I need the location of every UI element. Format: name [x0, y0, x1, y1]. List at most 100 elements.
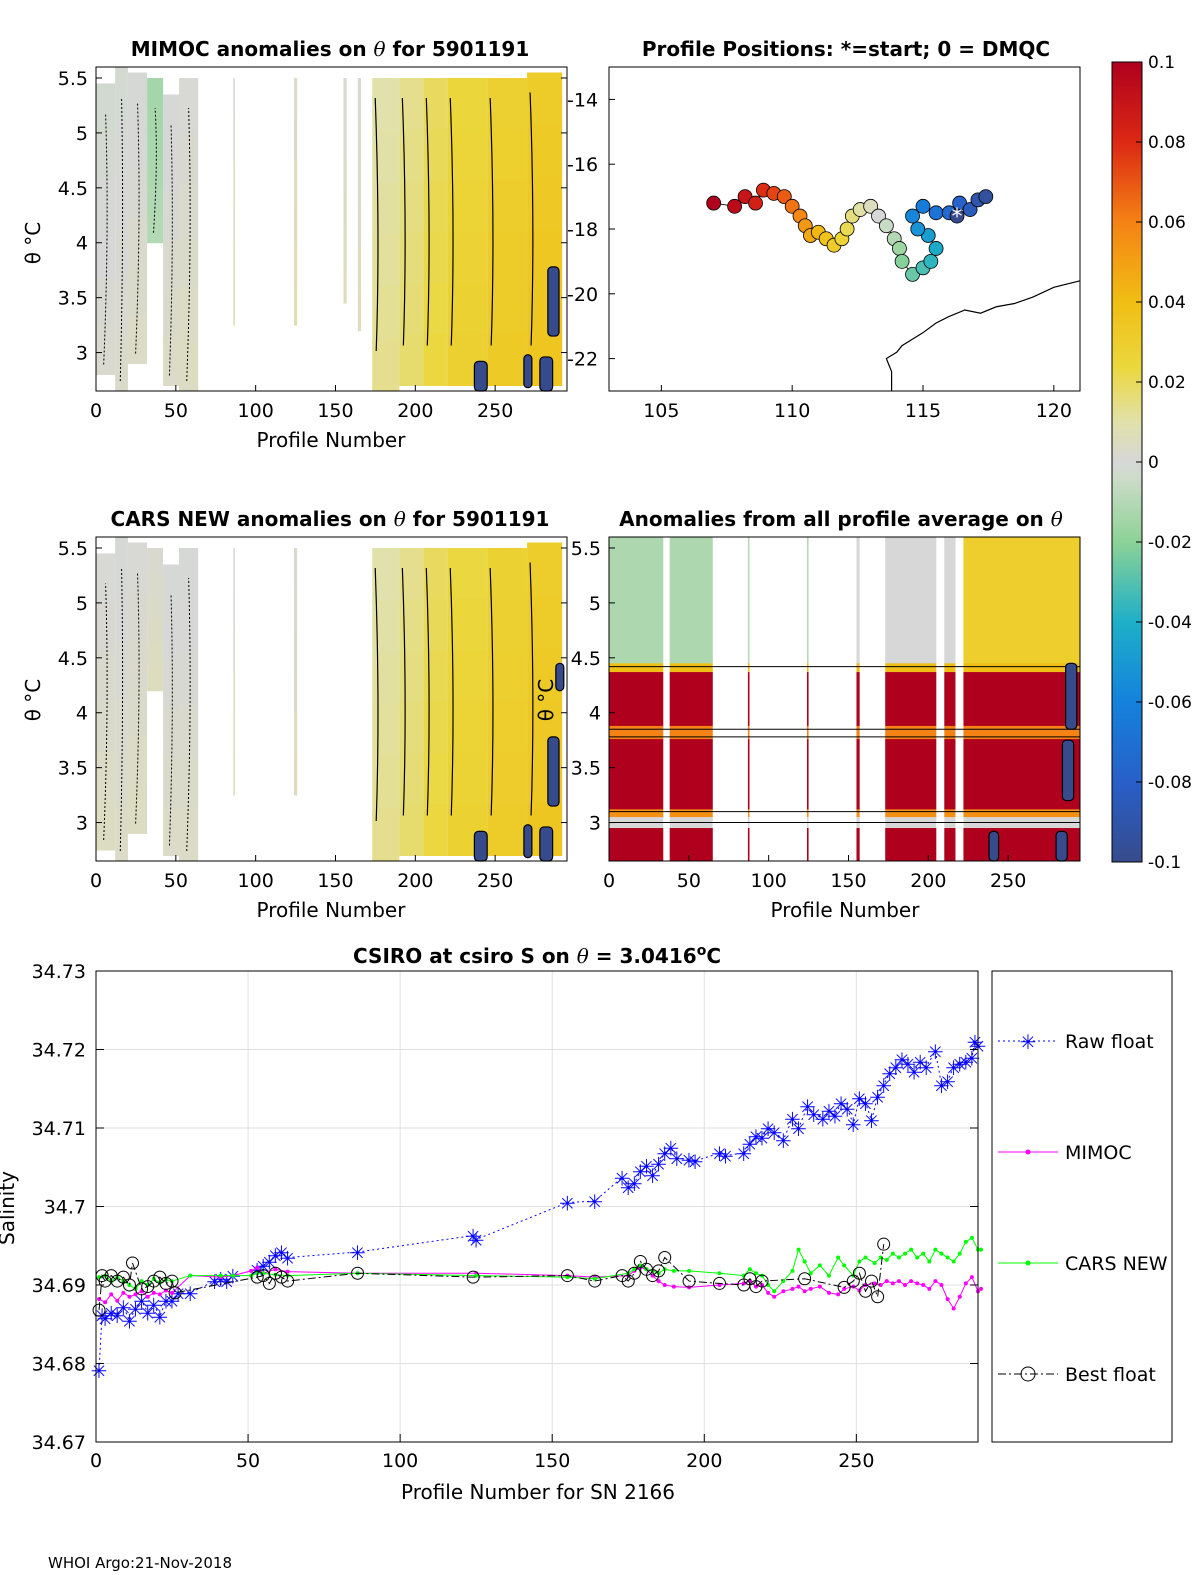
raw-float-point: ✳: [833, 1092, 850, 1116]
series-point: [951, 1259, 956, 1264]
anomaly-cell: [806, 725, 809, 740]
anomaly-cell: [96, 277, 116, 327]
raw-float-point: ✳: [839, 1097, 856, 1121]
best-float-point: [351, 1266, 365, 1280]
series-point: [717, 1271, 722, 1276]
anomaly-cell: [372, 182, 400, 235]
negative-anomaly-patch: [555, 662, 565, 692]
anomaly-cell: [115, 67, 128, 122]
best-float-point: [837, 1280, 851, 1294]
anomaly-cell: [233, 77, 235, 120]
anomaly-cell: [487, 180, 528, 233]
anomaly-cell: [357, 120, 362, 163]
series-point: [915, 1255, 920, 1260]
anomaly-cell: [179, 756, 199, 810]
anomaly-cell: [179, 652, 199, 705]
series-point: [753, 1271, 758, 1276]
anomaly-cell: [487, 804, 528, 857]
anomaly-cell: [163, 758, 180, 808]
anomaly-cell: [885, 537, 937, 664]
raw-float-point: ✳: [127, 1298, 144, 1322]
profile-position-marker: [748, 195, 763, 211]
anomaly-cell: [293, 283, 298, 326]
series-point: [903, 1283, 908, 1287]
anomaly-cell: [179, 77, 199, 131]
anomaly-cell: [856, 672, 860, 727]
colorbar-tick-label: -0.08: [1148, 773, 1192, 793]
anomaly-cell: [609, 672, 664, 727]
best-float-point: [627, 1266, 641, 1280]
series-line: [98, 1244, 885, 1311]
series-point: [802, 1259, 807, 1264]
anomaly-cell: [944, 663, 956, 673]
profile-positions-panel: Profile Positions: *=start; 0 = DMQC * 1…: [567, 37, 1081, 422]
series-point: [872, 1261, 877, 1266]
series-point: [969, 1235, 974, 1240]
raw-float-point: ✳: [775, 1129, 792, 1153]
series-point: [796, 1284, 801, 1289]
contour-line: [374, 567, 379, 822]
series-point: [863, 1255, 868, 1260]
anomaly-cell: [357, 288, 362, 332]
series-point: [760, 1273, 765, 1278]
raw-float-point: ✳: [951, 1053, 968, 1077]
anomaly-cell: [447, 129, 488, 181]
anomaly-cell: [96, 701, 116, 752]
anomaly-cell: [856, 739, 860, 810]
anomaly-cell: [399, 231, 424, 284]
raw-float-point: ✳: [912, 1050, 929, 1074]
x-tick-label: 200: [910, 870, 946, 892]
y-tick-label: 34.7: [44, 1197, 86, 1219]
anomaly-cell: [233, 753, 235, 796]
negative-anomaly-patch: [539, 356, 554, 392]
profile-position-marker: [910, 221, 926, 237]
anomaly-cell: [806, 828, 809, 862]
anomaly-cell: [747, 663, 750, 673]
anomaly-cell: [163, 709, 180, 759]
x-tick-label: 150: [317, 870, 353, 892]
best-float-point: [125, 1256, 139, 1270]
y-tick-label: 4: [76, 233, 88, 255]
contour-line: [401, 567, 406, 816]
anomaly-cell: [806, 739, 809, 810]
series-point: [842, 1263, 847, 1268]
salinity-x-ticks: 0 50 100 150 200 250: [90, 1434, 874, 1472]
anomaly-cell: [423, 334, 448, 387]
anomaly-cell: [856, 809, 860, 818]
anomaly-cell: [399, 804, 424, 857]
anomaly-cell: [163, 191, 180, 241]
raw-float-point: ✳: [650, 1152, 667, 1176]
series-point: [127, 1283, 132, 1287]
legend-label: CARS NEW: [1065, 1253, 1168, 1275]
profile-position-marker: [863, 198, 879, 214]
anomaly-cell: [856, 725, 860, 740]
anomaly-cell: [423, 547, 448, 600]
best-float-point: [466, 1270, 480, 1284]
negative-anomaly-patch: [547, 736, 560, 807]
mimoc-x-ticks: 0 50 100 150 200 250: [90, 385, 513, 422]
anomaly-cell: [233, 589, 235, 631]
anomaly-cell: [127, 169, 148, 219]
profile-position-marker: [784, 198, 800, 214]
series-point: [957, 1251, 962, 1256]
x-tick-label: 250: [477, 400, 513, 422]
legend-label: MIMOC: [1065, 1142, 1132, 1164]
y-tick-label: -16: [567, 154, 598, 176]
best-float-point: [168, 1286, 182, 1300]
raw-float-point: ✳: [212, 1268, 229, 1292]
raw-float-point: ✳: [815, 1108, 832, 1132]
raw-float-point: ✳: [145, 1294, 162, 1318]
anomaly-cell: [96, 229, 116, 279]
x-tick-label: 200: [686, 1450, 722, 1472]
anomaly-cell: [179, 600, 199, 653]
series-point: [103, 1300, 108, 1305]
average-title: Anomalies from all profile average on θ: [619, 507, 1063, 531]
best-float-point: [877, 1237, 891, 1251]
y-tick-label: 3: [589, 813, 601, 835]
anomaly-cell: [147, 160, 164, 189]
anomaly-cell: [293, 589, 298, 631]
anomaly-cell: [115, 121, 128, 176]
series-point: [747, 1267, 752, 1272]
raw-float-point: ✳: [91, 1359, 108, 1383]
raw-float-point: ✳: [468, 1228, 485, 1252]
